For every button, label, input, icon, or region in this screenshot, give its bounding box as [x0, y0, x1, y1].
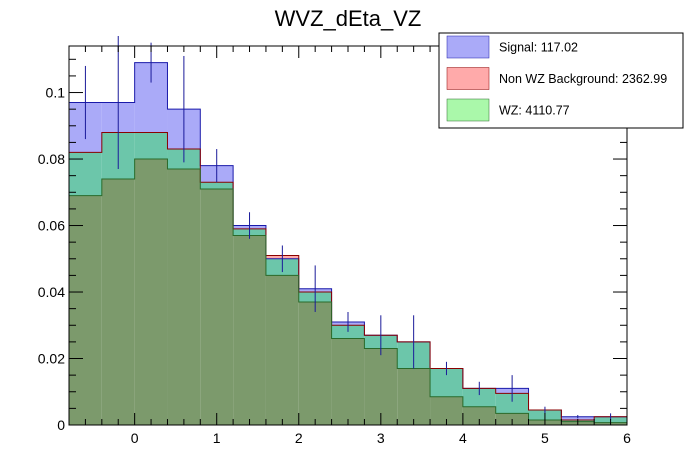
legend-label-0: Signal: 117.02 [499, 41, 578, 55]
bar-bkg-sig-wz-10 [397, 368, 431, 425]
x-tick-label: 3 [377, 430, 385, 446]
x-tick-label: 2 [295, 430, 303, 446]
bars-layer [68, 62, 628, 425]
bar-bkg-sig-0 [69, 152, 102, 196]
x-tick-label: 5 [541, 430, 549, 446]
x-axis: 0 1 2 3 4 5 6 [68, 46, 631, 446]
bar-bkg-sig-2 [134, 132, 168, 160]
chart-title: WVZ_dEta_VZ [275, 6, 422, 31]
legend-swatch-1 [446, 67, 490, 90]
bar-bkg-sig-wz-9 [364, 348, 398, 425]
bar-bkg-sig-wz-6 [265, 275, 299, 425]
y-tick-label: 0.06 [38, 218, 65, 234]
bar-bkg-sig-12 [462, 388, 496, 407]
series-outline-1 [68, 131, 628, 425]
x-tick-label: 0 [131, 430, 139, 446]
x-tick-label: 4 [459, 430, 467, 446]
y-tick-label: 0.1 [46, 85, 66, 101]
legend-swatch-0 [446, 35, 490, 59]
bar-bkg-sig-wz-12 [462, 406, 496, 425]
bar-bkg-sig-wz-3 [167, 169, 201, 425]
legend-label-1: Non WZ Background: 2362.99 [499, 72, 667, 86]
legend-label-2: WZ: 4110.77 [499, 104, 570, 118]
series-outline-2 [68, 158, 628, 425]
bar-bkg-sig-13 [495, 393, 529, 414]
y-tick-label: 0.02 [38, 351, 65, 367]
x-tick-label: 1 [213, 430, 221, 446]
bar-bkg-sig-wz-5 [233, 235, 266, 425]
bar-bkg-sig-wz-1 [101, 178, 135, 425]
bar-bkg-sig-wz-0 [69, 195, 102, 425]
y-tick-label: 0.08 [38, 151, 65, 167]
legend-swatch-2 [446, 98, 490, 122]
bar-bkg-sig-wz-2 [134, 159, 168, 425]
y-tick-label: 0.04 [38, 284, 65, 300]
x-tick-label: 6 [623, 430, 631, 446]
legend: Signal: 117.02 Non WZ Background: 2362.99… [438, 32, 684, 129]
bar-bkg-sig-wz-4 [200, 188, 234, 425]
bar-bkg-sig-4 [200, 182, 234, 189]
bar-bkg-sig-wz-8 [331, 338, 365, 425]
y-tick-label: 0 [57, 417, 65, 433]
bar-bkg-sig-wz-7 [298, 301, 332, 425]
